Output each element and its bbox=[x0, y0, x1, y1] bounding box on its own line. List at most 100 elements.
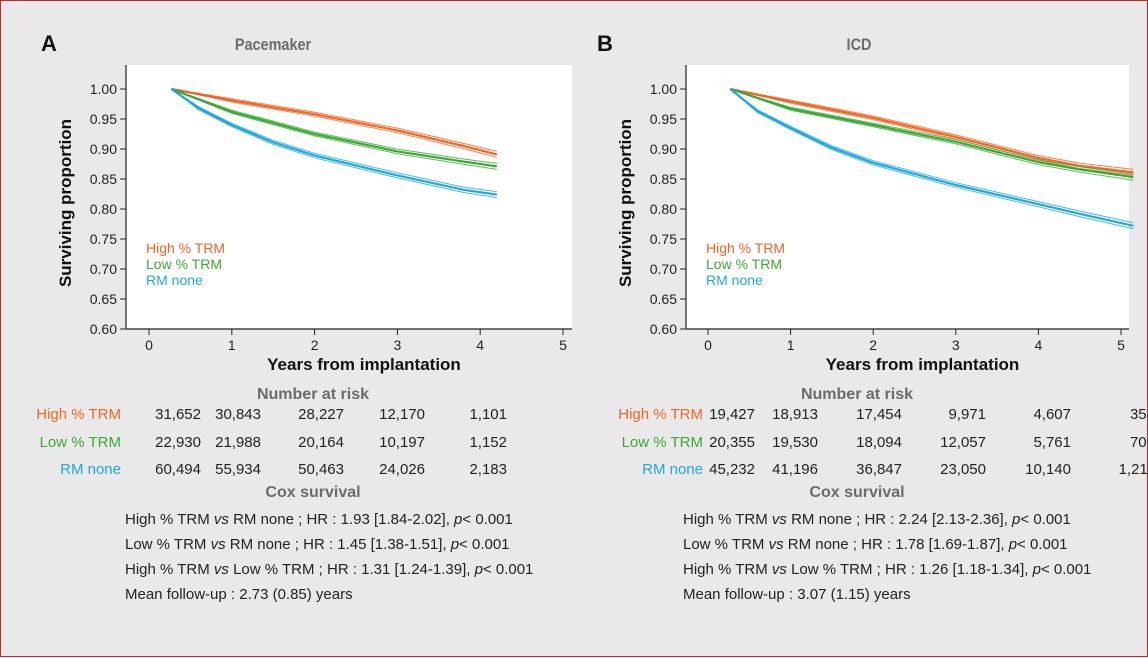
cox-result: High % TRM vs RM none ; HR : 2.24 [2.13-… bbox=[683, 511, 1071, 528]
y-tick-label: 0.90 bbox=[90, 141, 117, 157]
survival-line bbox=[729, 87, 1134, 179]
risk-cell: 31,652 bbox=[155, 406, 201, 423]
legend-entry: RM none bbox=[706, 272, 763, 288]
risk-cell: 41,196 bbox=[772, 461, 818, 478]
risk-row-label: RM none bbox=[642, 461, 703, 478]
risk-cell: 1,101 bbox=[469, 406, 507, 423]
series-high bbox=[171, 87, 498, 158]
ci-upper-line bbox=[730, 88, 1134, 175]
x-tick-label: 1 bbox=[787, 337, 795, 353]
risk-table-title: Number at risk bbox=[256, 386, 370, 403]
ci-upper-line bbox=[171, 88, 497, 152]
risk-cell: 709 bbox=[1129, 434, 1148, 451]
y-tick-label: 0.75 bbox=[650, 231, 677, 247]
y-tick-label: 0.95 bbox=[90, 111, 117, 127]
risk-cell: 60,494 bbox=[155, 461, 201, 478]
cox-result: Low % TRM vs RM none ; HR : 1.45 [1.38-1… bbox=[125, 536, 510, 553]
x-axis-title: Years from implantation bbox=[267, 355, 461, 374]
panel-pacemaker: A Pacemaker 0.60 0.65 0.70 0.75 0.80 0.85 0.90 0.… bbox=[1, 1, 575, 658]
ci-upper-line bbox=[171, 88, 497, 164]
risk-cell: 24,026 bbox=[379, 461, 425, 478]
legend-entry: High % TRM bbox=[706, 240, 785, 256]
series-low bbox=[171, 87, 497, 170]
risk-row-label: High % TRM bbox=[618, 406, 703, 423]
risk-cell: 45,232 bbox=[709, 461, 755, 478]
risk-cell: 19,530 bbox=[772, 434, 818, 451]
legend-entry: Low % TRM bbox=[146, 256, 222, 272]
risk-cell: 12,170 bbox=[379, 406, 425, 423]
survival-line bbox=[170, 88, 497, 196]
y-tick-label: 0.65 bbox=[90, 291, 117, 307]
risk-row-label: Low % TRM bbox=[39, 434, 121, 451]
panel-letter: A bbox=[41, 31, 57, 56]
y-tick-label: 0.95 bbox=[650, 111, 677, 127]
risk-cell: 2,183 bbox=[469, 461, 507, 478]
risk-cell: 21,988 bbox=[215, 434, 261, 451]
plot-area bbox=[686, 65, 1129, 329]
risk-cell: 18,913 bbox=[772, 406, 818, 423]
y-tick-label: 0.80 bbox=[650, 201, 677, 217]
survival-line bbox=[729, 88, 1134, 227]
x-tick-label: 1 bbox=[228, 337, 236, 353]
risk-cell: 18,094 bbox=[856, 434, 902, 451]
x-tick-label: 2 bbox=[311, 337, 319, 353]
y-tick-label: 0.85 bbox=[650, 171, 677, 187]
x-tick-label: 0 bbox=[145, 337, 153, 353]
survival-line bbox=[171, 87, 498, 156]
x-tick-label: 4 bbox=[476, 337, 484, 353]
series-none bbox=[170, 88, 497, 199]
risk-row-label: RM none bbox=[60, 461, 121, 478]
x-tick-label: 0 bbox=[704, 337, 712, 353]
ci-lower-line bbox=[171, 88, 497, 170]
y-tick-label: 0.65 bbox=[650, 291, 677, 307]
cox-result: High % TRM vs Low % TRM ; HR : 1.31 [1.2… bbox=[125, 561, 534, 578]
y-tick-label: 0.60 bbox=[90, 321, 117, 337]
cox-result: Low % TRM vs RM none ; HR : 1.78 [1.69-1… bbox=[683, 536, 1068, 553]
survival-chart: 0.60 0.65 0.70 0.75 0.80 0.85 0.90 0.95 1.00 0 1 2 3… bbox=[616, 65, 1134, 374]
y-tick-label: 1.00 bbox=[90, 81, 117, 97]
y-tick-label: 0.80 bbox=[90, 201, 117, 217]
y-tick-label: 0.70 bbox=[90, 261, 117, 277]
risk-cell: 17,454 bbox=[856, 406, 902, 423]
risk-cell: 1,211 bbox=[1118, 461, 1148, 478]
y-tick-label: 0.90 bbox=[650, 141, 677, 157]
x-tick-label: 3 bbox=[952, 337, 960, 353]
risk-cell: 354 bbox=[1129, 406, 1148, 423]
y-tick-label: 0.60 bbox=[650, 321, 677, 337]
x-tick-label: 4 bbox=[1035, 337, 1043, 353]
panel-letter: B bbox=[597, 31, 613, 56]
risk-cell: 10,140 bbox=[1025, 461, 1071, 478]
risk-cell: 55,934 bbox=[215, 461, 261, 478]
cox-result: High % TRM vs Low % TRM ; HR : 1.26 [1.1… bbox=[683, 561, 1092, 578]
risk-cell: 20,355 bbox=[709, 434, 755, 451]
series-none bbox=[729, 88, 1134, 230]
risk-cell: 50,463 bbox=[298, 461, 344, 478]
y-tick-label: 1.00 bbox=[650, 81, 677, 97]
ci-lower-line bbox=[730, 88, 1134, 181]
risk-table-title: Number at risk bbox=[800, 386, 914, 403]
cox-title: Cox survival bbox=[265, 484, 361, 501]
risk-cell: 36,847 bbox=[856, 461, 902, 478]
risk-cell: 5,761 bbox=[1033, 434, 1071, 451]
risk-cell: 19,427 bbox=[709, 406, 755, 423]
y-axis-title: Surviving proportion bbox=[56, 119, 75, 287]
ci-upper-line bbox=[171, 88, 497, 193]
x-tick-label: 5 bbox=[559, 337, 567, 353]
cox-title: Cox survival bbox=[809, 484, 905, 501]
risk-cell: 28,227 bbox=[298, 406, 344, 423]
survival-line bbox=[730, 87, 1134, 174]
mean-follow-up: Mean follow-up : 3.07 (1.15) years bbox=[683, 586, 911, 603]
series-low bbox=[729, 87, 1134, 181]
ci-lower-line bbox=[729, 88, 1134, 230]
x-tick-label: 3 bbox=[394, 337, 402, 353]
x-tick-label: 5 bbox=[1117, 337, 1125, 353]
survival-chart: 0.60 0.65 0.70 0.75 0.80 0.85 0.90 0.95 1.00 0 1 2 3… bbox=[56, 65, 572, 374]
legend-entry: Low % TRM bbox=[706, 256, 782, 272]
risk-cell: 9,971 bbox=[948, 406, 986, 423]
ci-upper-line bbox=[729, 88, 1134, 224]
legend-entry: High % TRM bbox=[146, 240, 225, 256]
x-tick-label: 2 bbox=[869, 337, 877, 353]
panel-icd: B ICD 0.60 0.65 0.70 0.75 0.80 0.85 0.90 0.95 1.00… bbox=[575, 1, 1148, 658]
chart-title: Pacemaker bbox=[234, 35, 312, 54]
